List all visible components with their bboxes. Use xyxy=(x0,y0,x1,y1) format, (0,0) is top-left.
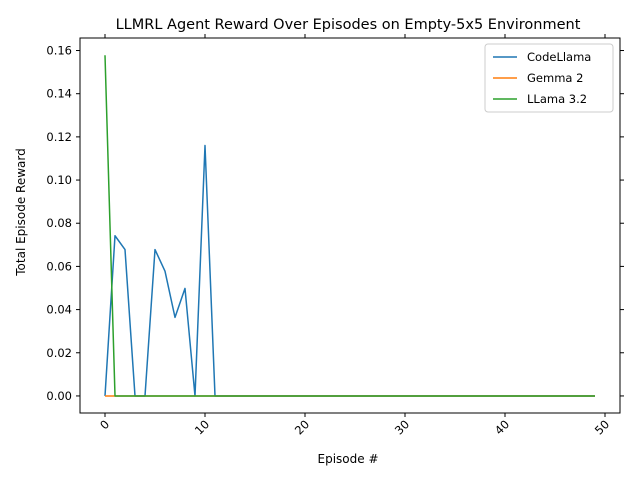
plot-area: 0 10 20 30 40 500.000.020.040.060.080.100.120… xyxy=(46,34,624,437)
y-axis-label: Total Episode Reward xyxy=(14,148,28,276)
legend-entry: Gemma 2 xyxy=(527,71,583,85)
chart-title: LLMRL Agent Reward Over Episodes on Empt… xyxy=(116,17,581,33)
y-tick-label: 0.10 xyxy=(46,173,72,187)
y-tick-label: 0.02 xyxy=(46,346,72,360)
y-tick-label: 0.00 xyxy=(46,389,72,403)
y-tick-label: 0.12 xyxy=(46,130,72,144)
series-line-llama-3-2 xyxy=(104,55,595,397)
y-tick-label: 0.06 xyxy=(46,259,72,273)
legend: CodeLlama Gemma 2 LLama 3.2 xyxy=(484,43,614,113)
legend-entry: CodeLlama xyxy=(527,50,591,64)
legend-entry: LLama 3.2 xyxy=(527,92,587,106)
y-tick-label: 0.14 xyxy=(46,87,72,101)
y-tick-label: 0.08 xyxy=(46,216,72,230)
x-axis-label: Episode # xyxy=(318,452,379,466)
axes-frame xyxy=(79,37,621,414)
y-tick-label: 0.04 xyxy=(46,303,72,317)
legend-box xyxy=(484,43,614,113)
y-tick-label: 0.16 xyxy=(46,44,72,58)
